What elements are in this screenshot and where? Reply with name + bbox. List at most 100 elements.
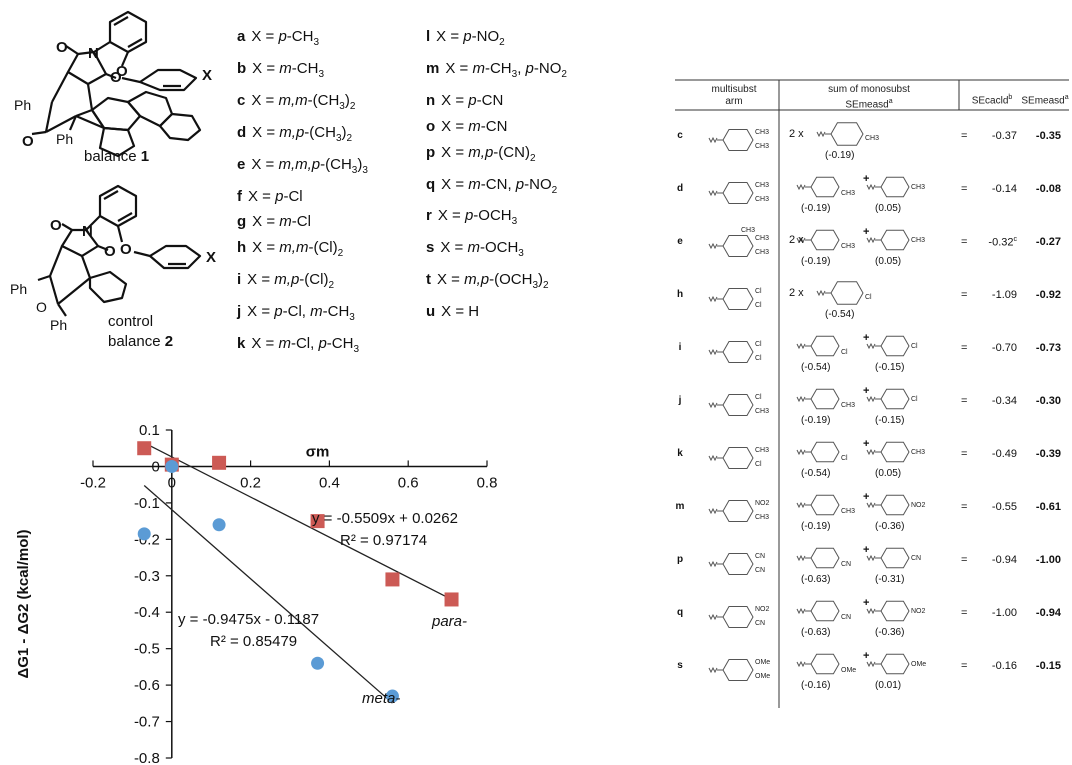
series-label: meta- xyxy=(362,690,400,707)
arm-substituent-2: CH3 xyxy=(755,143,769,150)
substituent-formula: X = m,p-(Cl)2 xyxy=(247,271,335,292)
equals-sign: = xyxy=(961,554,968,566)
equals-sign: = xyxy=(961,607,968,619)
mono-substituent-1: Cl xyxy=(865,294,872,301)
se-calcd-value: -0.55 xyxy=(991,501,1017,513)
mono-value-1: (-0.19) xyxy=(801,415,831,426)
table-row: CH3 CH3 CH3 CH3 CH3 e 2 x + (-0.19) (0.05) = -0.32c… xyxy=(671,224,1071,277)
substituent-key: p xyxy=(426,143,436,161)
substituent-formula: X = m,m-(CH3)2 xyxy=(251,91,356,112)
mono-substituent-2: OMe xyxy=(911,661,926,668)
substituent-key: s xyxy=(426,239,435,257)
y-tick-label: 0 xyxy=(151,458,159,475)
substituent-formula: X = p-CH3 xyxy=(251,28,320,48)
arm-substituent-2: Cl xyxy=(755,302,762,309)
se-calcd-value: -0.32c xyxy=(988,236,1017,249)
substituent-formula: X = m,m,p-(CH3)3 xyxy=(251,155,368,176)
arm-substituent-1: NO2 xyxy=(755,606,770,613)
mono-value-2: (0.05) xyxy=(875,256,902,267)
oxygen-bridge-label: O xyxy=(36,299,47,315)
structure-sketch: CN CN CN CN xyxy=(708,547,921,575)
mono-value-2: (0.01) xyxy=(875,680,902,691)
mono-value-1: (-0.54) xyxy=(801,468,831,479)
substituent-key: g xyxy=(237,213,247,231)
x-label-2: X xyxy=(206,249,216,266)
mono-substituent-1: Cl xyxy=(841,455,848,462)
structure-sketch: Cl Cl Cl Cl xyxy=(708,335,918,363)
se-measd-value: -0.94 xyxy=(1035,607,1061,619)
y-tick-label: -0.6 xyxy=(134,677,160,694)
mono-value-2: (-0.15) xyxy=(875,362,905,373)
series-label: para- xyxy=(431,613,467,630)
substituent-formula: X = p-OCH3 xyxy=(437,207,518,228)
se-measd-value: -0.73 xyxy=(1035,342,1061,354)
mono-value-1: (-0.19) xyxy=(801,203,831,214)
balance-1-structure: N O O O O Ph Ph X xyxy=(14,10,212,158)
table-row: Cl Cl Cl Cl i + (-0.54) (-0.15) = -0.70 -0.73 xyxy=(671,330,1071,383)
plus-sign: + xyxy=(863,544,870,556)
mono-value-2: (0.05) xyxy=(875,468,902,479)
substituent-key: i xyxy=(237,271,242,289)
row-code: j xyxy=(678,395,682,406)
mono-substituent-1: CH3 xyxy=(841,190,855,197)
substituent-key: t xyxy=(426,271,431,289)
substituent-t: t X = m,p-(OCH3)2 xyxy=(426,267,567,299)
structure-sketch: NO2 CH3 CH3 NO2 xyxy=(708,494,926,522)
equals-sign: = xyxy=(961,130,968,142)
substituent-i: i X = m,p-(Cl)2 xyxy=(237,267,368,299)
svg-text:O: O xyxy=(56,39,68,56)
x-tick-label: 0.4 xyxy=(319,474,340,491)
substituent-q: q X = m-CN, p-NO2 xyxy=(426,172,567,204)
data-point-para xyxy=(385,572,400,587)
arm-substituent-1: OMe xyxy=(755,659,770,666)
plus-sign: + xyxy=(863,173,870,185)
se-measd-value: -0.27 xyxy=(1035,236,1061,248)
substituent-formula: X = m-CN, p-NO2 xyxy=(441,175,558,196)
arm-substituent-2: CN xyxy=(755,567,765,574)
mono-value-1: (-0.54) xyxy=(825,309,855,320)
equals-sign: = xyxy=(961,236,968,248)
substituent-key: u xyxy=(426,303,436,321)
arm-substituent-1: CH3 xyxy=(755,182,769,189)
se-measd-value: -0.92 xyxy=(1035,289,1061,301)
substituent-formula: X = m,p-(CN)2 xyxy=(441,143,536,164)
arm-substituent-1: NO2 xyxy=(755,500,770,507)
multiplier: 2 x xyxy=(789,234,804,246)
data-point-meta xyxy=(212,518,226,532)
arm-substituent-3: CH3 xyxy=(741,227,755,234)
se-calcd-value: -0.14 xyxy=(991,183,1017,195)
substituent-key: o xyxy=(426,117,436,135)
arm-substituent-1: Cl xyxy=(755,288,762,295)
substituent-n: n X = p-CN xyxy=(426,88,567,114)
y-tick-label: -0.1 xyxy=(134,495,160,512)
header-arm: multisubst arm xyxy=(711,84,757,107)
arm-substituent-1: Cl xyxy=(755,341,762,348)
row-code: c xyxy=(677,130,683,141)
substituent-formula: X = m,p-(OCH3)2 xyxy=(437,271,549,292)
mono-substituent-1: CH3 xyxy=(841,508,855,515)
substituent-key: m xyxy=(426,59,440,77)
se-calcd-value: -0.37 xyxy=(991,130,1017,142)
mono-value-2: (-0.15) xyxy=(875,415,905,426)
substituent-key: h xyxy=(237,239,247,257)
trendline-equation: y = -0.5509x + 0.0262 xyxy=(312,510,458,527)
y-tick-label: -0.5 xyxy=(134,641,160,658)
substituent-k: k X = m-Cl, p-CH3 xyxy=(237,331,368,363)
substituent-formula: X = p-CN xyxy=(441,91,504,109)
y-tick-label: -0.8 xyxy=(134,750,160,765)
se-calcd-value: -0.49 xyxy=(991,448,1017,460)
svg-text:O: O xyxy=(120,241,132,258)
table-row: CN CN CN CN p + (-0.63) (-0.31) = -0.94 -1.00 xyxy=(671,542,1071,595)
mono-substituent-1: OMe xyxy=(841,667,856,674)
substituent-key: k xyxy=(237,335,246,353)
phenyl-label-top-2: Ph xyxy=(10,281,27,297)
mono-value-2: (0.05) xyxy=(875,203,902,214)
row-code: e xyxy=(677,236,683,247)
table-row: CH3 Cl Cl CH3 k + (-0.54) (0.05) = -0.49 -0.39 xyxy=(671,436,1071,489)
substituent-formula: X = m-Cl, p-CH3 xyxy=(251,335,360,356)
arm-substituent-1: CH3 xyxy=(755,129,769,136)
table-row: Cl Cl Cl h 2 x (-0.54) = -1.09 -0.92 xyxy=(671,277,1071,330)
equals-sign: = xyxy=(961,342,968,354)
substituent-formula: X = m,m-(Cl)2 xyxy=(252,239,344,260)
balance-2-caption: control balance 2 xyxy=(108,313,174,350)
